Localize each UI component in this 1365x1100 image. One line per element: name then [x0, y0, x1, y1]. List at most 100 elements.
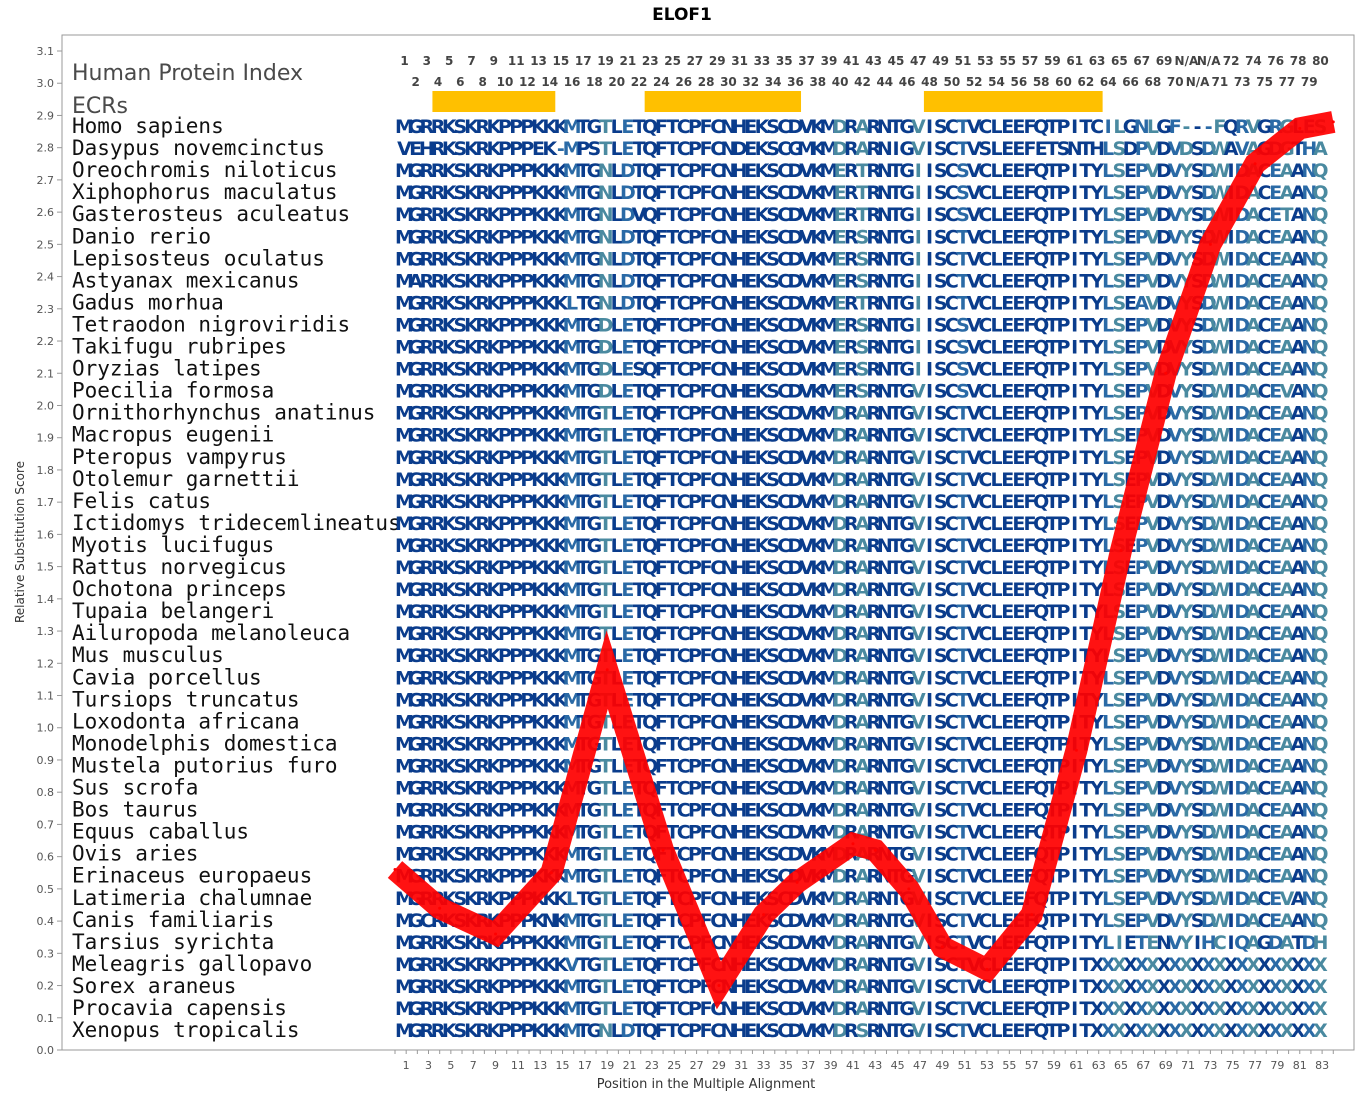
- residue: I: [1071, 491, 1078, 513]
- series-point: [985, 967, 989, 971]
- y-tick-label: 2.7: [37, 174, 55, 187]
- residue: Q: [1033, 204, 1049, 226]
- x-tick-label: 51: [958, 1059, 972, 1072]
- residue: V: [967, 226, 982, 248]
- residue: V: [799, 204, 814, 226]
- species-label: Mustela putorius furo: [72, 753, 338, 777]
- residue: I: [926, 976, 933, 998]
- residue: T: [889, 160, 902, 182]
- residue: G: [408, 226, 424, 248]
- residue: N: [877, 226, 893, 248]
- residue: F: [655, 182, 668, 204]
- residue: H: [732, 270, 748, 292]
- residue: K: [442, 248, 458, 270]
- residue: G: [899, 226, 915, 248]
- residue: Y: [1179, 932, 1194, 954]
- residue: P: [1057, 513, 1071, 535]
- residue: P: [1057, 469, 1071, 491]
- species-label: Danio rerio: [72, 224, 211, 248]
- index-number: 5: [445, 54, 453, 68]
- x-tick-label: 49: [935, 1059, 949, 1072]
- residue: Q: [1312, 601, 1328, 623]
- residue: N: [1301, 248, 1317, 270]
- residue: M: [819, 138, 838, 160]
- residue: I: [926, 513, 933, 535]
- residue: E: [1124, 226, 1137, 248]
- residue: N: [1301, 226, 1317, 248]
- residue: K: [755, 270, 771, 292]
- residue: Y: [1089, 160, 1104, 182]
- residue: K: [755, 138, 771, 160]
- index-number: 21: [620, 54, 637, 68]
- residue: I: [1071, 822, 1078, 844]
- residue: N: [598, 226, 614, 248]
- y-tick-label: 2.6: [37, 206, 55, 219]
- residue: F: [655, 138, 668, 160]
- residue: T: [1046, 248, 1059, 270]
- residue: P: [1057, 447, 1071, 469]
- residue: M: [819, 116, 838, 138]
- residue: C: [710, 160, 724, 182]
- residue: C: [710, 182, 724, 204]
- species-label: Dasypus novemcinctus: [72, 136, 325, 160]
- residue: R: [866, 160, 881, 182]
- residue: N: [1301, 182, 1317, 204]
- residue: I: [1071, 270, 1078, 292]
- residue: K: [464, 116, 480, 138]
- index-number: 59: [1044, 54, 1061, 68]
- species-label: Erinaceus europaeus: [72, 864, 312, 888]
- residue: P: [688, 182, 702, 204]
- residue: D: [1156, 182, 1172, 204]
- residue: L: [611, 226, 623, 248]
- y-tick-label: 1.2: [37, 657, 55, 670]
- series-point: [851, 842, 855, 846]
- index-number: 37: [798, 54, 815, 68]
- residue: S: [934, 160, 948, 182]
- residue: I: [926, 359, 933, 381]
- residue: D: [832, 138, 848, 160]
- index-number: 67: [1133, 54, 1150, 68]
- residue: N: [720, 204, 736, 226]
- y-tick-label: 0.6: [37, 851, 55, 864]
- residue: V: [1168, 226, 1183, 248]
- residue: K: [810, 116, 826, 138]
- residue: V: [911, 116, 926, 138]
- residue: P: [1135, 138, 1149, 160]
- residue: C: [777, 116, 791, 138]
- residue: I: [926, 204, 933, 226]
- residue: G: [587, 270, 603, 292]
- series-point: [1074, 748, 1078, 752]
- residue: T: [856, 204, 869, 226]
- residue: K: [442, 270, 458, 292]
- residue: V: [967, 182, 982, 204]
- residue: V: [911, 954, 926, 976]
- residue: V: [1168, 182, 1183, 204]
- index-number: 76: [1267, 54, 1284, 68]
- residue: P: [509, 160, 523, 182]
- residue: Q: [642, 270, 658, 292]
- residue: E: [1269, 182, 1282, 204]
- residue: Q: [1312, 447, 1328, 469]
- residue: Q: [642, 248, 658, 270]
- residue: R: [475, 182, 490, 204]
- residue: E: [1012, 116, 1025, 138]
- residue: A: [855, 138, 870, 160]
- residue: Q: [1312, 689, 1328, 711]
- residue: V: [967, 138, 982, 160]
- residue: P: [1057, 601, 1071, 623]
- residue: N: [1301, 160, 1317, 182]
- residue: F: [1024, 160, 1037, 182]
- series-point: [907, 887, 911, 891]
- residue: I: [926, 270, 933, 292]
- residue: L: [611, 270, 623, 292]
- residue: G: [788, 138, 804, 160]
- y-tick-label: 1.5: [37, 561, 55, 574]
- residue: I: [1071, 204, 1078, 226]
- residue: P: [1057, 292, 1071, 314]
- residue: S: [766, 270, 780, 292]
- y-tick-label: 0.2: [37, 980, 55, 993]
- residue: R: [844, 182, 859, 204]
- residue: R: [844, 138, 859, 160]
- residue: V: [1146, 182, 1161, 204]
- residue: A: [1280, 182, 1295, 204]
